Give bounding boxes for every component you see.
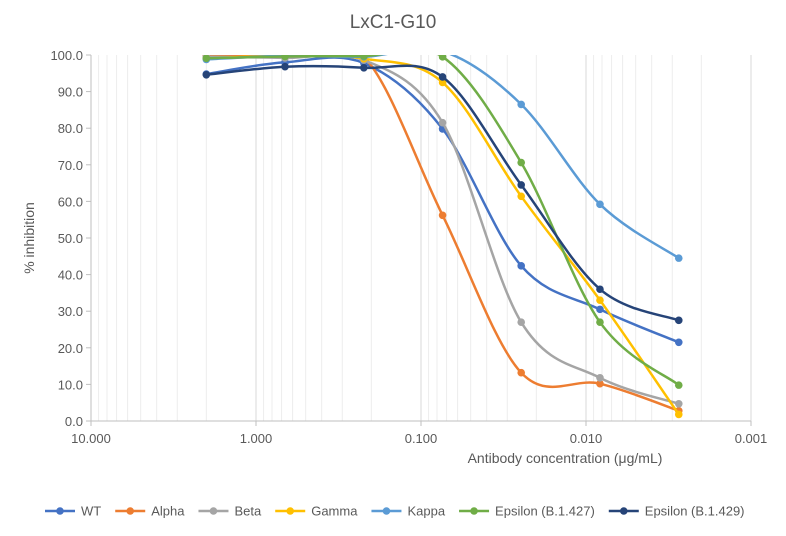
- legend: WT Alpha Beta Gamma Kappa Epsilon (B.1.427) Ep…: [45, 504, 745, 519]
- series-0: [202, 56, 683, 347]
- data-point: [281, 62, 289, 71]
- legend-item: Epsilon (B.1.429): [608, 504, 745, 519]
- legend-item: Kappa: [371, 504, 446, 519]
- legend-label: Beta: [234, 504, 262, 519]
- legend-label: Epsilon (B.1.429): [645, 504, 745, 519]
- data-point: [438, 78, 447, 87]
- legend-swatch-marker: [209, 507, 218, 515]
- data-point: [674, 316, 683, 325]
- grid-layer: [90, 55, 752, 421]
- series-6: [202, 62, 683, 325]
- data-point: [517, 100, 526, 109]
- data-point: [438, 55, 447, 61]
- legend-item: Gamma: [275, 504, 358, 519]
- y-tick-label: 0.0: [65, 414, 83, 429]
- data-point: [596, 200, 604, 209]
- legend-label: Gamma: [311, 504, 358, 519]
- data-point: [674, 399, 683, 408]
- legend-swatch-marker: [619, 507, 628, 515]
- data-point: [360, 64, 368, 72]
- data-point: [596, 318, 604, 326]
- axis-layer: 0.0 10.0 20.0 30.0 40.0 50.0 60.0 70.0 80.0 90.0 1…: [50, 48, 767, 446]
- series-2: [202, 55, 683, 408]
- data-point: [596, 374, 604, 382]
- y-tick-label: 50.0: [58, 231, 83, 246]
- data-point: [441, 55, 444, 56]
- legend-label: Alpha: [151, 504, 185, 519]
- x-tick-label: 0.100: [405, 431, 438, 446]
- series-3: [202, 55, 683, 419]
- data-point: [517, 318, 526, 326]
- data-point: [596, 305, 604, 314]
- legend-item: WT: [45, 504, 101, 519]
- series-line: [205, 55, 681, 416]
- legend-swatch-marker: [126, 507, 135, 515]
- chart-title: LxC1-G10: [350, 12, 437, 33]
- data-point: [596, 296, 604, 305]
- data-point: [360, 55, 368, 60]
- data-point: [438, 118, 447, 127]
- data-point: [517, 192, 526, 201]
- data-point: [674, 381, 683, 389]
- legend-label: Epsilon (B.1.427): [495, 504, 595, 519]
- data-point: [596, 285, 604, 294]
- series-line: [205, 55, 681, 413]
- data-point: [674, 338, 683, 347]
- series-line: [205, 56, 681, 344]
- y-tick-label: 60.0: [58, 194, 83, 209]
- legend-item: Alpha: [115, 504, 185, 519]
- data-point: [674, 410, 683, 419]
- y-tick-label: 10.0: [58, 377, 83, 392]
- legend-label: WT: [81, 504, 101, 519]
- data-point: [438, 211, 447, 220]
- x-tick-label: 0.001: [735, 431, 768, 446]
- data-point: [281, 55, 289, 61]
- legend-item: Epsilon (B.1.427): [459, 504, 595, 519]
- series-layer: [202, 55, 683, 419]
- y-axis-label: % inhibition: [21, 202, 37, 274]
- y-tick-label: 20.0: [58, 341, 83, 356]
- data-point: [674, 254, 683, 262]
- series-line: [205, 64, 681, 322]
- legend-swatch-marker: [382, 507, 391, 515]
- x-axis-label: Antibody concentration (μg/mL): [468, 450, 663, 466]
- data-point: [517, 158, 526, 167]
- x-tick-label: 1.000: [240, 431, 273, 446]
- legend-swatch-marker: [286, 507, 295, 515]
- y-tick-label: 70.0: [58, 158, 83, 173]
- series-line: [205, 55, 681, 406]
- data-point: [202, 70, 211, 79]
- data-point: [202, 55, 211, 63]
- y-tick-label: 40.0: [58, 268, 83, 283]
- legend-swatch-marker: [470, 507, 478, 515]
- y-tick-label: 90.0: [58, 85, 83, 100]
- data-point: [517, 262, 526, 270]
- y-tick-label: 100.0: [50, 48, 83, 63]
- y-tick-label: 80.0: [58, 121, 83, 136]
- x-tick-label: 0.010: [570, 431, 603, 446]
- legend-item: Beta: [198, 504, 262, 519]
- data-point: [596, 379, 604, 388]
- data-point: [517, 368, 526, 377]
- series-1: [202, 55, 683, 415]
- legend-label: Kappa: [407, 504, 445, 519]
- y-tick-label: 30.0: [58, 304, 83, 319]
- data-point: [438, 73, 447, 81]
- series-5: [202, 55, 683, 389]
- data-point: [517, 181, 526, 189]
- x-tick-label: 10.000: [71, 431, 111, 446]
- legend-swatch-marker: [56, 507, 64, 515]
